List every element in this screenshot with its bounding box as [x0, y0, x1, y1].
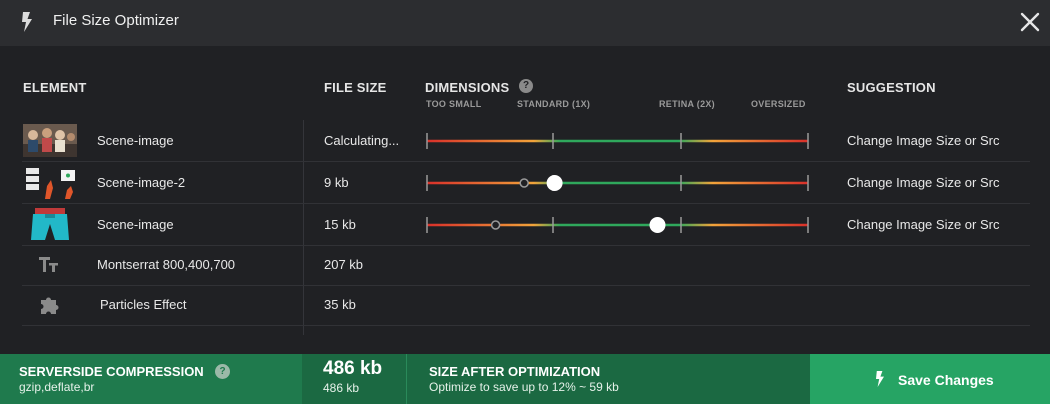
table-row: Scene-image Calculating... Change Image …	[22, 120, 1030, 162]
file-size-value: 15 kb	[324, 217, 356, 232]
target-size-handle	[546, 175, 563, 191]
dimensions-help-icon[interactable]: ?	[519, 79, 533, 93]
window-title: File Size Optimizer	[53, 12, 179, 29]
file-size-value: 35 kb	[324, 297, 356, 312]
column-header-file-size: FILE SIZE	[324, 80, 387, 95]
compression-methods: gzip,deflate,br	[19, 380, 95, 394]
column-divider	[303, 120, 304, 335]
scale-label-standard: STANDARD (1X)	[517, 99, 591, 109]
title-bar: File Size Optimizer	[0, 0, 1050, 46]
column-header-dimensions: DIMENSIONS	[425, 80, 510, 95]
column-header-element: ELEMENT	[23, 80, 87, 95]
table-row: Scene-image 15 kb Change Image Size or S…	[22, 204, 1030, 246]
footer-divider	[406, 354, 407, 404]
dimension-slider[interactable]	[422, 169, 814, 197]
current-size-marker	[490, 220, 501, 230]
file-size-value: 207 kb	[324, 257, 364, 272]
footer-bar: SERVERSIDE COMPRESSION ? gzip,deflate,br…	[0, 354, 1050, 404]
font-icon	[39, 257, 58, 272]
dimension-slider[interactable]	[422, 211, 814, 239]
save-changes-label: Save Changes	[898, 372, 994, 388]
image-thumbnail	[23, 124, 77, 157]
image-thumbnail	[23, 208, 77, 241]
optimization-subtitle: Optimize to save up to 12% ~ 59 kb	[429, 380, 619, 394]
table-row: Montserrat 800,400,700 207 kb	[22, 244, 1030, 286]
compressed-size: 486 kb	[323, 381, 360, 395]
table-row: Scene-image-2 9 kb Change Image Size or …	[22, 162, 1030, 204]
table-row: Particles Effect 35 kb	[22, 284, 1030, 326]
close-icon[interactable]	[1018, 10, 1042, 34]
scale-label-oversized: OVERSIZED	[751, 99, 806, 109]
optimization-panel: 486 kb 486 kb SIZE AFTER OPTIMIZATION Op…	[302, 354, 810, 404]
target-size-handle	[649, 217, 666, 233]
puzzle-icon	[41, 297, 59, 314]
lightning-icon	[876, 371, 884, 387]
total-size: 486 kb	[323, 358, 383, 379]
element-name: Scene-image	[97, 133, 174, 148]
scale-label-too-small: TOO SMALL	[426, 99, 482, 109]
compression-title: SERVERSIDE COMPRESSION	[19, 364, 204, 379]
suggestion-link[interactable]: Change Image Size or Src	[847, 175, 1000, 190]
element-name: Scene-image	[97, 217, 174, 232]
compression-panel: SERVERSIDE COMPRESSION ? gzip,deflate,br	[0, 354, 302, 404]
compression-help-icon[interactable]: ?	[215, 364, 230, 379]
lightning-icon	[22, 12, 32, 32]
image-thumbnail	[23, 166, 77, 199]
suggestion-link[interactable]: Change Image Size or Src	[847, 217, 1000, 232]
file-size-value: 9 kb	[324, 175, 349, 190]
dimension-slider[interactable]	[422, 127, 814, 155]
suggestion-link[interactable]: Change Image Size or Src	[847, 133, 1000, 148]
column-header-suggestion: SUGGESTION	[847, 80, 936, 95]
element-name: Montserrat 800,400,700	[97, 257, 236, 272]
save-changes-button[interactable]: Save Changes	[810, 354, 1050, 404]
current-size-marker	[519, 178, 529, 188]
element-name: Particles Effect	[100, 297, 187, 312]
element-name: Scene-image-2	[97, 175, 186, 190]
optimization-title: SIZE AFTER OPTIMIZATION	[429, 364, 601, 379]
scale-label-retina: RETINA (2X)	[659, 99, 715, 109]
file-size-value: Calculating...	[324, 133, 400, 148]
